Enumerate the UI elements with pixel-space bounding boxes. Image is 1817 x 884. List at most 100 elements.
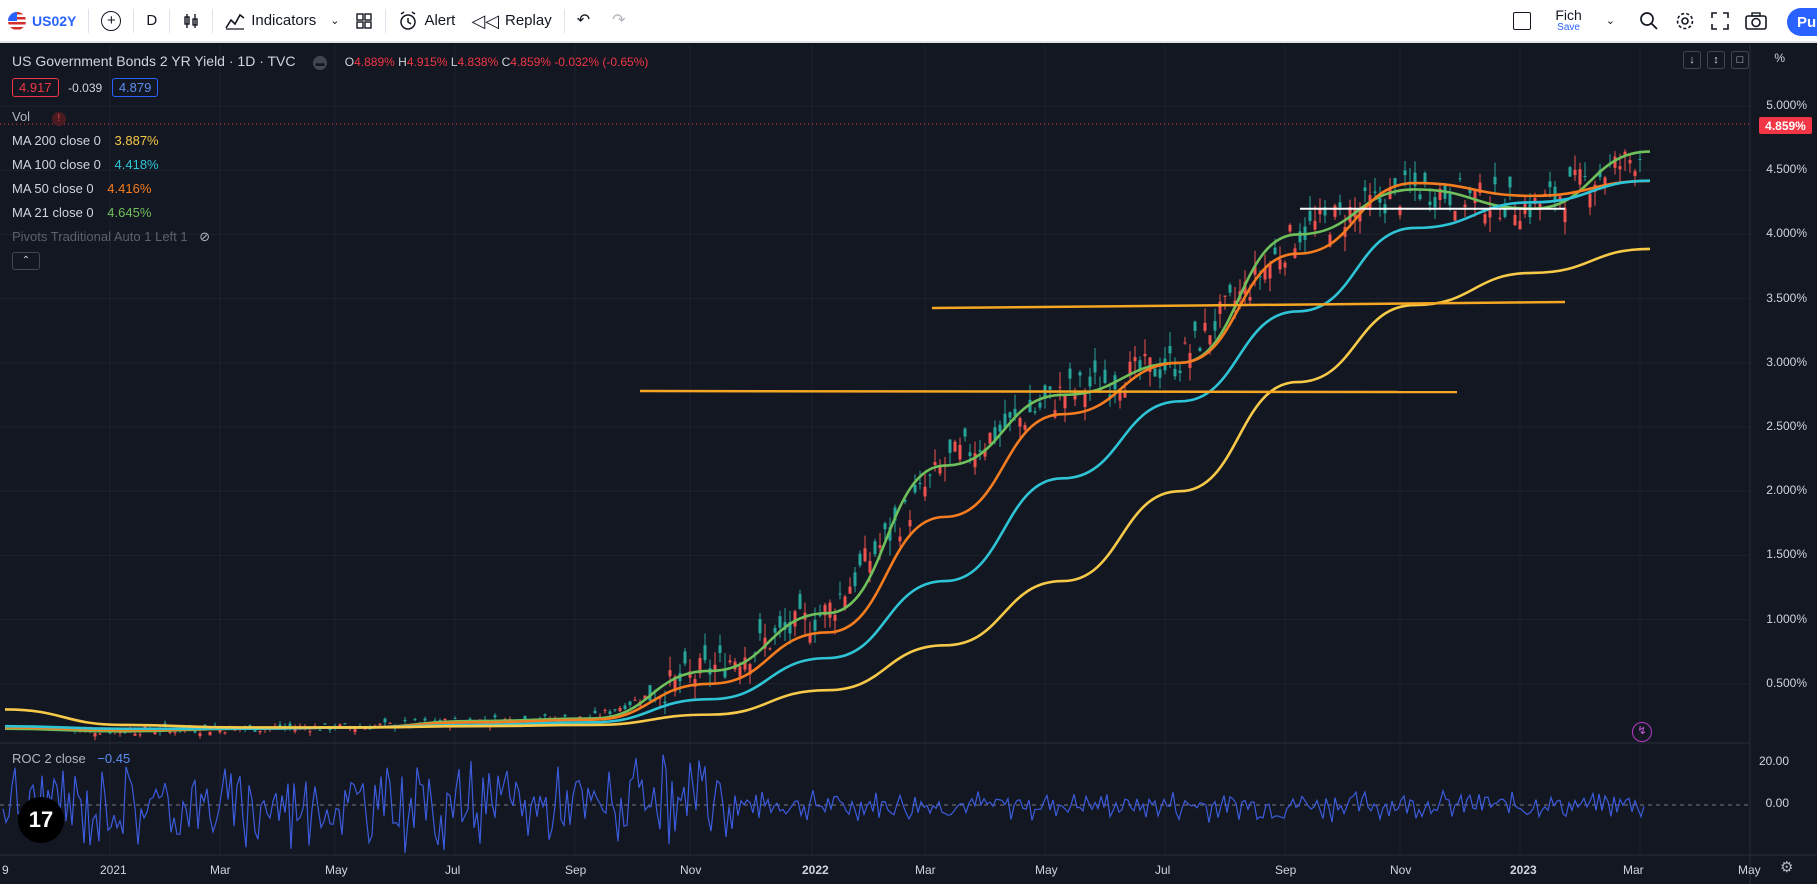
- ma200-value: 3.887%: [114, 133, 159, 148]
- ma21-row[interactable]: MA 21 close 0 4.645%: [12, 205, 151, 220]
- save-layout-button[interactable]: Fich Save ⌄: [1539, 0, 1631, 42]
- chart-area[interactable]: US Government Bonds 2 YR Yield · 1D · TV…: [0, 45, 1817, 884]
- divider: [133, 8, 135, 33]
- candle-body: [1493, 176, 1497, 185]
- fullscreen-icon: [1711, 11, 1729, 30]
- price-tick-label: 0.500%: [1766, 675, 1807, 690]
- ma50-line: [4, 179, 1651, 732]
- collapse-legend-button[interactable]: ⌃: [12, 252, 40, 270]
- chart-canvas[interactable]: [0, 45, 1817, 884]
- candle-body: [1548, 181, 1552, 188]
- candle-body: [643, 695, 647, 700]
- replay-button[interactable]: ◁◁ Replay: [463, 0, 559, 42]
- alert-button[interactable]: Alert: [390, 0, 463, 42]
- chart-type-button[interactable]: [174, 0, 208, 42]
- layout-toggle-button[interactable]: [1505, 0, 1539, 42]
- ma200-row[interactable]: MA 200 close 0 3.887%: [12, 133, 159, 148]
- candle-body: [603, 709, 607, 711]
- collapse-pane-button[interactable]: ↕: [1707, 51, 1725, 69]
- candle-body: [873, 541, 877, 555]
- bid-ask-row: 4.917 -0.039 4.879: [12, 78, 159, 97]
- indicators-button[interactable]: Indicators ⌄: [217, 0, 347, 42]
- time-axis-settings-icon[interactable]: ⚙: [1780, 859, 1794, 876]
- candle-body: [898, 536, 902, 542]
- move-pane-down-button[interactable]: ↓: [1683, 51, 1701, 69]
- symbol-title[interactable]: US Government Bonds 2 YR Yield · 1D · TV…: [12, 53, 296, 69]
- candle-body: [788, 621, 792, 634]
- candle-body: [1118, 392, 1122, 401]
- candle-body: [1423, 172, 1427, 183]
- redo-button[interactable]: ↷: [604, 0, 639, 42]
- candle-body: [1413, 172, 1417, 186]
- ask-price[interactable]: 4.879: [111, 78, 159, 97]
- candle-body: [1328, 234, 1332, 247]
- candle-body: [878, 545, 882, 548]
- candle-body: [633, 699, 637, 701]
- search-button[interactable]: [1631, 0, 1667, 42]
- candle-body: [838, 593, 842, 595]
- candle-body: [193, 730, 197, 733]
- candle-body: [723, 668, 727, 678]
- time-tick-label: Jul: [445, 863, 461, 877]
- lightning-icon[interactable]: ↯: [1632, 722, 1652, 742]
- time-tick-label: 2021: [100, 863, 127, 877]
- candle-body: [1123, 392, 1127, 398]
- candle-body: [1513, 214, 1517, 226]
- candle-body: [543, 714, 547, 716]
- ma50-row[interactable]: MA 50 close 0 4.416%: [12, 181, 151, 196]
- candle-body: [778, 616, 782, 628]
- settings-button[interactable]: [1667, 0, 1703, 42]
- maximize-pane-button[interactable]: □: [1731, 51, 1749, 69]
- candle-body: [908, 520, 912, 527]
- roc-legend[interactable]: ROC 2 close −0.45: [12, 751, 130, 766]
- candle-body: [763, 637, 767, 649]
- candle-body: [578, 716, 582, 718]
- layout-square-icon: [1513, 11, 1532, 30]
- symbol-label: US02Y: [32, 12, 77, 29]
- axis-unit-label: %: [1774, 51, 1785, 65]
- redo-icon: ↷: [612, 11, 626, 29]
- candle-body: [798, 593, 802, 609]
- candle-body: [853, 572, 857, 587]
- eye-toggle-icon[interactable]: ▬: [313, 55, 328, 70]
- bid-price[interactable]: 4.917: [12, 78, 59, 97]
- interval-button[interactable]: D: [138, 0, 165, 42]
- undo-button[interactable]: ↶: [569, 0, 604, 42]
- replay-icon: ◁◁: [471, 10, 499, 31]
- candle-body: [343, 723, 347, 725]
- price-tick-label: 4.000%: [1766, 226, 1807, 241]
- candle-body: [1508, 176, 1512, 188]
- vol-row[interactable]: Vol !: [12, 109, 66, 126]
- snapshot-button[interactable]: [1737, 0, 1775, 42]
- pivots-row[interactable]: Pivots Traditional Auto 1 Left 1 ⊘: [12, 229, 210, 245]
- candle-body: [383, 718, 387, 723]
- candle-body: [1583, 175, 1587, 177]
- candle-body: [843, 596, 847, 609]
- high-label: H: [398, 55, 407, 69]
- price-tick-label: 5.000%: [1766, 98, 1807, 112]
- tradingview-logo[interactable]: 17: [18, 797, 64, 843]
- candle-body: [1173, 368, 1177, 377]
- candle-body: [1378, 198, 1382, 203]
- publish-button[interactable]: Pu: [1787, 8, 1817, 36]
- ma100-row[interactable]: MA 100 close 0 4.418%: [12, 157, 159, 172]
- compare-symbol-button[interactable]: +: [93, 0, 129, 42]
- candle-body: [728, 660, 732, 663]
- indicators-icon: [225, 13, 245, 30]
- add-symbol-icon: +: [101, 10, 122, 31]
- eye-hidden-icon[interactable]: ⊘: [199, 229, 211, 244]
- replay-label: Replay: [505, 12, 552, 29]
- candle-body: [648, 685, 652, 701]
- candle-body: [748, 664, 752, 675]
- change-value: -0.032% (-0.65%): [554, 55, 649, 69]
- fullscreen-button[interactable]: [1703, 0, 1737, 42]
- candle-body: [1613, 156, 1617, 168]
- symbol-search-button[interactable]: US02Y: [0, 0, 84, 42]
- candle-body: [1148, 357, 1152, 372]
- candle-body: [1248, 296, 1252, 301]
- layouts-button[interactable]: [347, 0, 381, 42]
- candle-body: [1208, 335, 1212, 345]
- candle-body: [1573, 169, 1577, 176]
- divider: [169, 8, 171, 33]
- open-label: O: [344, 55, 355, 69]
